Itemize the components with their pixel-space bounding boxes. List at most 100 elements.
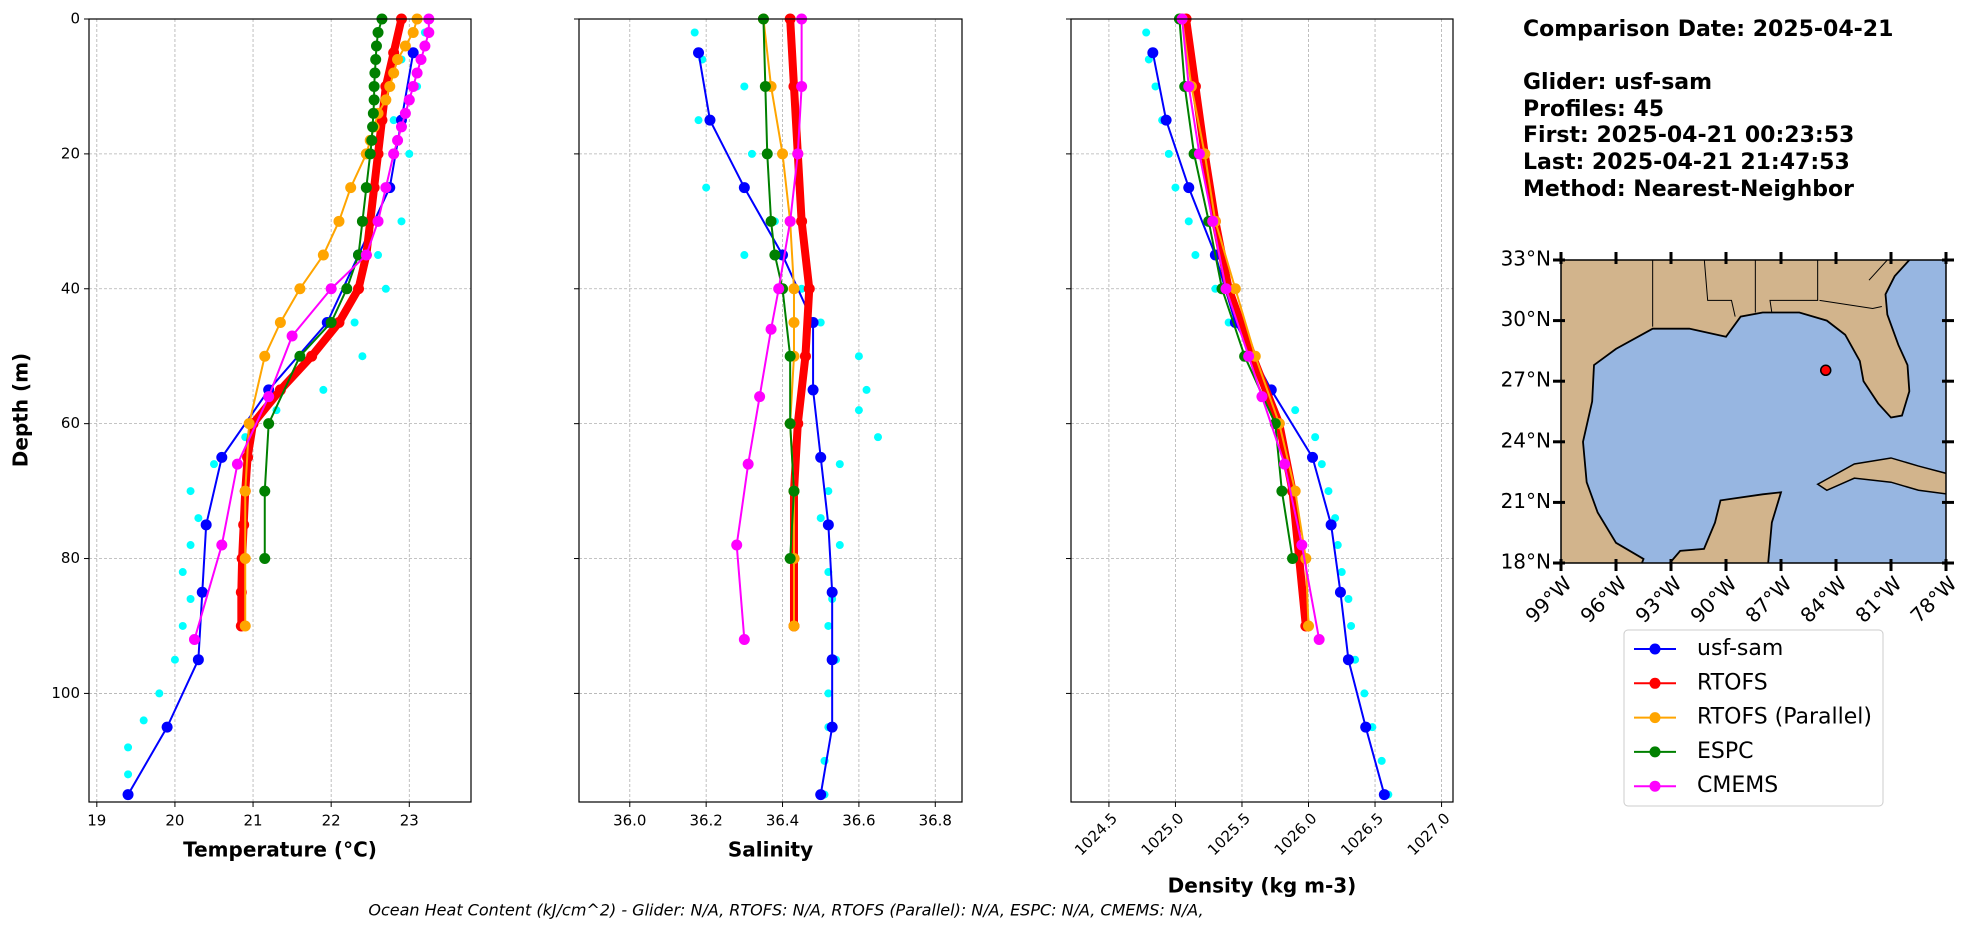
y-axis-label: Depth (m): [9, 353, 33, 467]
profile-marker: [792, 418, 804, 430]
x-tick-label: 1025.5: [1204, 809, 1254, 859]
profile-marker: [784, 553, 796, 565]
profile-marker: [796, 80, 808, 92]
profile-marker: [366, 134, 378, 146]
profile-marker: [372, 215, 384, 227]
profile-line: [1181, 18, 1321, 640]
x-tick-label: 36.4: [766, 812, 799, 830]
glider-point: [835, 460, 844, 469]
profile-marker: [392, 53, 404, 65]
glider-point: [740, 251, 749, 260]
profile-marker: [274, 316, 286, 328]
glider-point: [178, 621, 187, 630]
profile-marker: [773, 283, 785, 295]
profile-marker: [380, 182, 392, 194]
x-tick-label: 81°W: [1850, 571, 1906, 627]
profile-marker: [1207, 215, 1219, 227]
profile-marker: [731, 539, 743, 551]
legend-label: CMEMS: [1697, 773, 1778, 798]
profile-marker: [1279, 458, 1291, 470]
profile-line: [1181, 18, 1310, 627]
profile-marker: [815, 451, 827, 463]
glider-point: [186, 541, 195, 550]
x-tick-label: 36.6: [842, 812, 875, 830]
profile-marker: [356, 215, 368, 227]
profile-marker: [415, 53, 427, 65]
map: [1561, 260, 1946, 563]
legend-label: RTOFS: [1697, 670, 1768, 695]
profile-marker: [1287, 553, 1299, 565]
glider-point: [702, 183, 711, 192]
profile-marker: [360, 249, 372, 261]
profile-marker: [235, 586, 247, 598]
x-tick-label: 19: [87, 812, 106, 830]
profile-marker: [216, 451, 228, 463]
profile-marker: [759, 80, 771, 92]
y-tick-label: 18°N: [1501, 550, 1551, 574]
profile-marker: [738, 633, 750, 645]
profile-line: [697, 52, 834, 795]
profile-marker: [364, 148, 376, 160]
y-tick-label: 100: [51, 684, 80, 702]
glider-point: [694, 116, 703, 125]
glider-point: [1191, 251, 1200, 260]
profile-marker: [259, 350, 271, 362]
profile-marker: [231, 458, 243, 470]
profile-line: [735, 19, 803, 640]
glider-point: [1347, 621, 1356, 630]
info-line: Method: Nearest-Neighbor: [1523, 177, 1854, 202]
profile-marker: [370, 40, 382, 52]
profile-marker: [815, 789, 827, 801]
profile-marker: [1243, 350, 1255, 362]
island: [1816, 457, 1946, 495]
x-tick-label: 23: [400, 812, 419, 830]
x-axis-label: Density (kg m-3): [1168, 874, 1357, 898]
profile-marker: [1183, 182, 1195, 194]
info-line: Glider: usf-sam: [1523, 70, 1712, 95]
profile-marker: [1160, 114, 1172, 126]
profile-marker: [826, 586, 838, 598]
profile-marker: [788, 316, 800, 328]
y-tick-label: 27°N: [1501, 368, 1551, 392]
x-tick-label: 96°W: [1575, 571, 1631, 627]
glider-point: [397, 217, 406, 226]
profile-marker: [1256, 391, 1268, 403]
profile-marker: [1360, 721, 1372, 733]
border: [1819, 299, 1882, 309]
glider-point: [1344, 595, 1353, 603]
info-line: Last: 2025-04-21 21:47:53: [1523, 150, 1850, 175]
x-tick-label: 20: [165, 812, 184, 830]
profile-marker: [407, 80, 419, 92]
profile-marker: [368, 80, 380, 92]
glider-point: [186, 595, 195, 603]
profile-marker: [1313, 633, 1325, 645]
profile-marker: [765, 323, 777, 335]
profile-marker: [259, 553, 271, 565]
profile-marker: [411, 67, 423, 79]
glider-point: [816, 318, 825, 327]
ocean: [1582, 260, 1946, 563]
profile-marker: [372, 26, 384, 38]
profile-marker: [1183, 80, 1195, 92]
profile-marker: [799, 350, 811, 362]
glider-point: [170, 655, 179, 664]
profile-marker: [826, 721, 838, 733]
glider-point: [1377, 756, 1386, 765]
profile-marker: [407, 47, 419, 59]
x-tick-label: 87°W: [1740, 571, 1796, 627]
profile-marker: [784, 418, 796, 430]
glider-point: [854, 406, 863, 415]
profile-marker: [407, 26, 419, 38]
profile-marker: [325, 283, 337, 295]
comparison-title: Comparison Date: 2025-04-21: [1523, 17, 1893, 42]
y-tick-label: 21°N: [1501, 489, 1551, 513]
x-tick-label: 99°W: [1520, 571, 1576, 627]
profile-marker: [784, 215, 796, 227]
profile-marker: [192, 654, 204, 666]
y-tick-label: 24°N: [1501, 428, 1551, 452]
profile-marker: [196, 586, 208, 598]
profile-marker: [370, 53, 382, 65]
profile-marker: [693, 47, 705, 59]
profile-marker: [238, 519, 250, 531]
